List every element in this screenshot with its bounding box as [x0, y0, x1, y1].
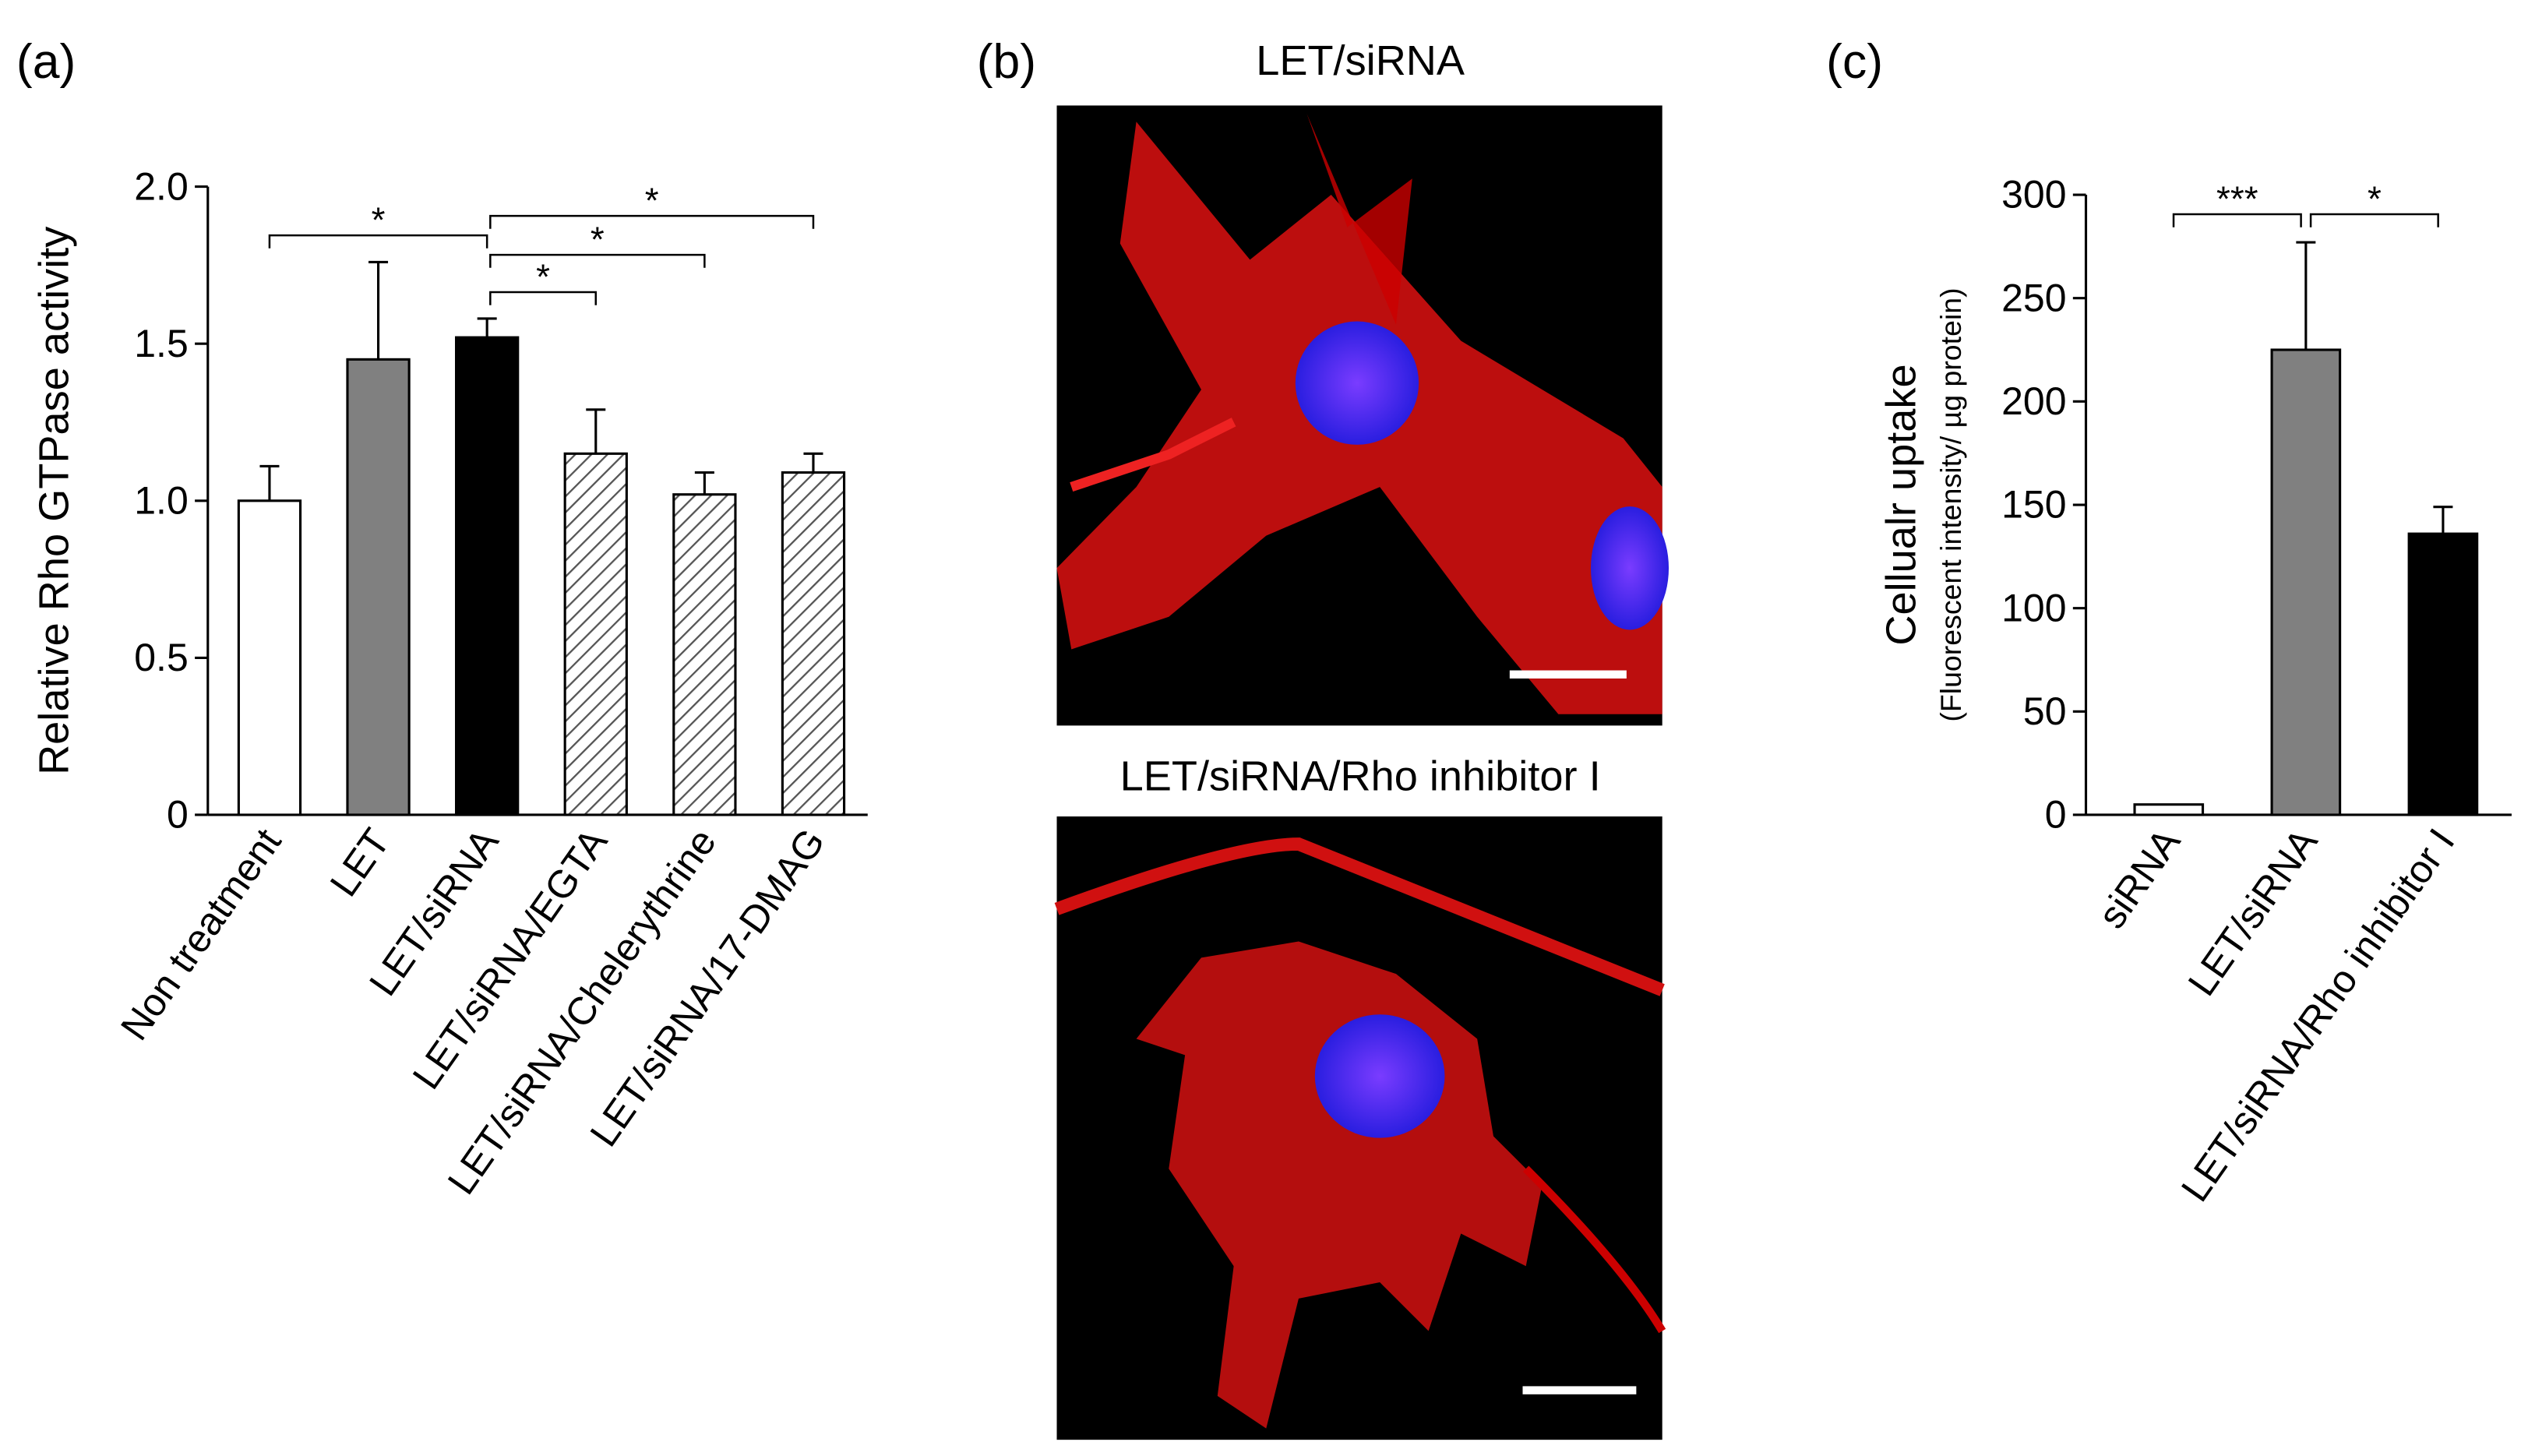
micrograph — [1056, 105, 1670, 726]
significance-bracket — [2172, 213, 2302, 227]
bar — [2270, 348, 2342, 816]
y-tick-label: 150 — [2001, 483, 2066, 527]
y-tick-label: 0 — [2045, 793, 2067, 837]
bar — [2133, 803, 2205, 816]
bar — [2407, 532, 2479, 816]
y-axis-sublabel: (Fluorescent intensity/ µg protein) — [1934, 287, 1967, 721]
significance-bracket — [489, 253, 706, 268]
bar — [346, 358, 411, 816]
x-tick-label: LET — [322, 821, 398, 904]
y-tick-label: 300 — [2001, 173, 2066, 217]
y-tick-label: 1.0 — [134, 478, 189, 522]
y-axis-label: Relative Rho GTPase activity — [31, 227, 78, 775]
bar — [781, 471, 846, 816]
y-axis-label: Cellualr uptake — [1878, 364, 1925, 645]
panel-label: (c) — [1826, 34, 1883, 89]
significance-label: *** — [2216, 179, 2258, 219]
bar — [455, 336, 520, 816]
chart: (c) Cellualr uptake (Fluorescent intensity… — [1826, 34, 2512, 1209]
bar — [237, 499, 302, 816]
y-tick-label: 50 — [2023, 689, 2067, 733]
y-tick-label: 100 — [2001, 586, 2066, 629]
significance-label: * — [2368, 179, 2382, 219]
significance-label: * — [591, 220, 605, 259]
y-tick-label: 0 — [167, 793, 189, 837]
y-tick-label: 2.0 — [134, 164, 189, 208]
significance-label: * — [645, 181, 659, 220]
y-tick-label: 250 — [2001, 276, 2066, 319]
significance-bracket — [489, 214, 815, 229]
x-tick-label: LET/siRNA/Rho inhibitor I — [2173, 821, 2463, 1210]
x-tick-label: Non treatment — [112, 820, 290, 1048]
significance-bracket — [489, 291, 598, 305]
micrograph — [1054, 816, 1666, 1440]
panel-label: (b) — [977, 34, 1036, 89]
significance-label: * — [536, 257, 550, 297]
bar — [563, 452, 628, 816]
y-tick-label: 1.5 — [134, 322, 189, 365]
significance-bracket — [268, 234, 488, 249]
chart: (a) Relative Rho GTPase activity 0 0.5 1.0 1.… — [16, 34, 868, 1202]
image-title: LET/siRNA/Rho inhibitor I — [1120, 753, 1601, 800]
panel-label: (a) — [16, 34, 76, 89]
significance-bracket — [2309, 213, 2439, 227]
x-tick-label: LET/siRNA — [2180, 820, 2326, 1003]
bar — [672, 493, 737, 816]
y-tick-label: 0.5 — [134, 636, 189, 679]
x-tick-label: siRNA — [2089, 820, 2189, 936]
x-tick-label: LET/siRNA/EGTA — [404, 820, 616, 1097]
y-tick-label: 200 — [2001, 379, 2066, 423]
significance-label: * — [372, 200, 386, 240]
image-title: LET/siRNA — [1256, 37, 1465, 84]
